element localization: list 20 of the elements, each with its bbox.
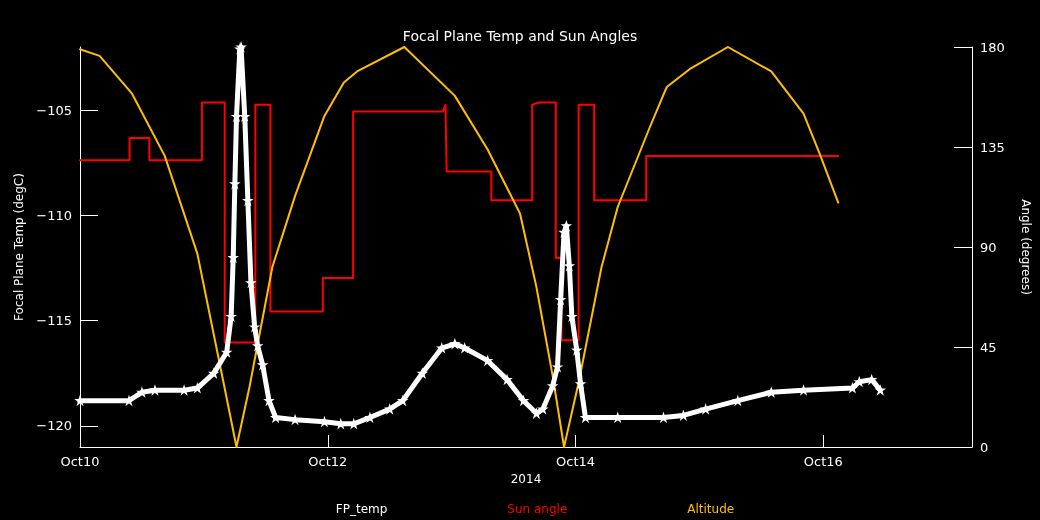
y2-tick-label: 45: [980, 339, 997, 355]
text: Sun angle: [507, 502, 568, 516]
chart-title: Focal Plane Temp and Sun Angles: [402, 28, 638, 44]
y-tick-label: −120: [36, 418, 72, 434]
x-tick-label: Oct10: [60, 454, 100, 469]
text: FP_temp: [335, 502, 388, 516]
y2-tick-label: 135: [980, 139, 1005, 155]
x-tick-label: Oct16: [803, 454, 843, 469]
x-tick-label: Oct14: [556, 454, 596, 469]
y-tick-label: −105: [36, 102, 72, 118]
y-axis-title: Focal Plane Temp (degC): [12, 173, 27, 321]
text: Altitude: [687, 502, 735, 516]
y2-axis-title: Angle (degrees): [1019, 199, 1033, 295]
y-tick-label: −115: [36, 313, 72, 329]
x-axis-title: 2014: [510, 471, 542, 486]
x-tick-label: Oct12: [308, 454, 348, 469]
y2-tick-label: 0: [980, 439, 989, 455]
y2-tick-label: 180: [980, 39, 1005, 55]
y2-tick-label: 90: [980, 239, 997, 255]
y-tick-label: −110: [36, 207, 72, 223]
